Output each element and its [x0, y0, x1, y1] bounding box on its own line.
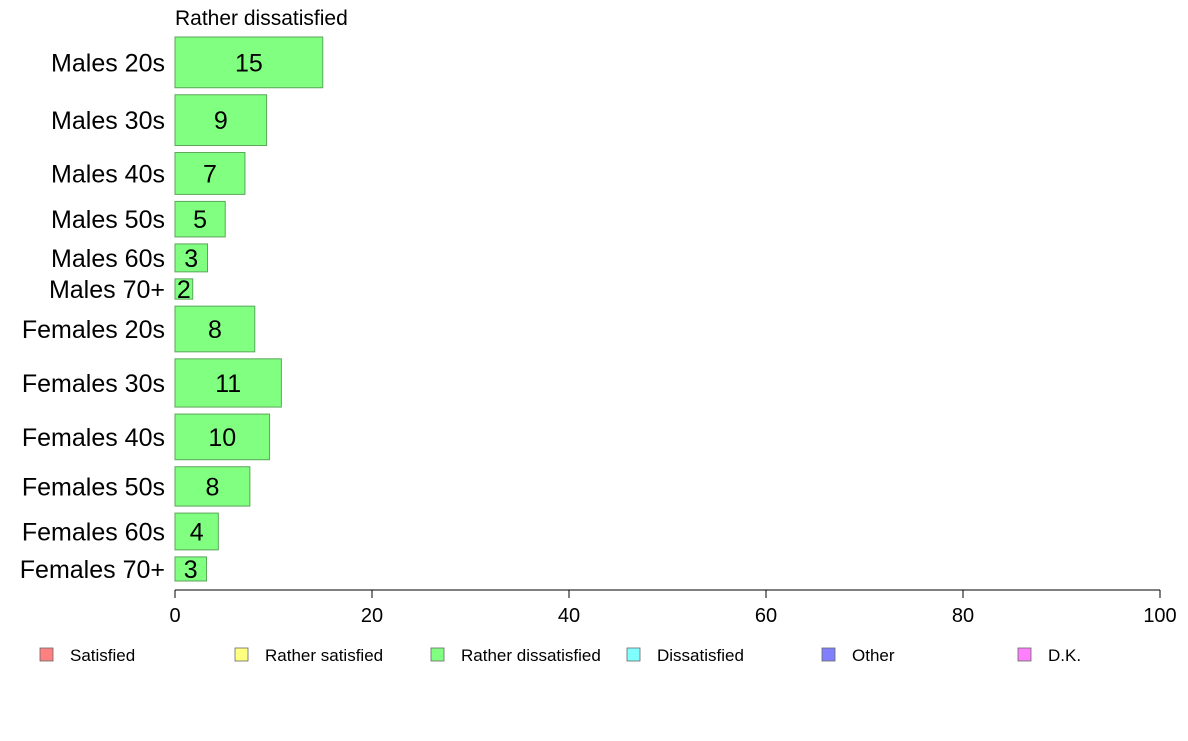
bar	[174, 305, 256, 353]
category-label: Females 70+	[20, 556, 165, 584]
data-label: 3	[184, 245, 198, 273]
x-tick-label: 60	[755, 605, 777, 627]
data-label: 5	[193, 206, 207, 234]
x-tick-label: 100	[1143, 605, 1176, 627]
data-label: 10	[208, 424, 236, 452]
x-tick-label: 20	[361, 605, 383, 627]
category-label: Males 40s	[51, 160, 165, 188]
data-label: 11	[215, 370, 241, 398]
x-axis: 0 20 40 60 80 100	[169, 589, 1177, 627]
legend-label: Rather dissatisfied	[461, 646, 601, 665]
chart-title: Rather dissatisfied	[175, 7, 348, 30]
bar	[174, 512, 219, 551]
legend-label: Satisfied	[70, 646, 135, 665]
x-tick-label: 40	[558, 605, 580, 627]
legend-swatch	[39, 647, 54, 662]
data-label: 8	[205, 473, 219, 501]
bar	[174, 413, 271, 461]
legend-label: Dissatisfied	[657, 646, 744, 665]
legend-swatch	[234, 647, 249, 662]
legend-swatch	[821, 647, 836, 662]
category-label: Females 30s	[22, 370, 165, 398]
category-label: Males 20s	[51, 49, 165, 77]
bar	[174, 36, 324, 89]
legend-label: Rather satisfied	[265, 646, 383, 665]
data-label: 4	[190, 518, 204, 546]
data-label: 15	[235, 49, 263, 77]
category-label: Females 20s	[22, 316, 165, 344]
category-label: Males 60s	[51, 245, 165, 273]
bar	[174, 466, 251, 507]
category-label: Males 30s	[51, 107, 165, 135]
bars: Males 20s 15 Males 30s 9 Males 40s 7 Males 50s…	[20, 36, 324, 584]
category-label: Females 40s	[22, 424, 165, 452]
bar	[174, 556, 208, 582]
bar	[174, 358, 282, 408]
legend-swatch	[626, 647, 641, 662]
legend-swatch	[1017, 647, 1032, 662]
bar	[174, 94, 268, 147]
legend-label: D.K.	[1048, 646, 1081, 665]
data-label: 3	[184, 556, 198, 584]
data-label: 8	[208, 316, 222, 344]
x-tick-label: 0	[169, 605, 180, 627]
x-tick-label: 80	[952, 605, 974, 627]
category-label: Males 70+	[49, 276, 165, 304]
category-label: Females 60s	[22, 518, 165, 546]
data-label: 7	[203, 160, 217, 188]
legend-swatch	[430, 647, 445, 662]
legend: Satisfied Rather satisfied Rather dissatis…	[39, 646, 1081, 665]
bar	[174, 278, 194, 300]
data-label: 2	[177, 276, 191, 304]
bar	[174, 200, 226, 238]
category-label: Males 50s	[51, 206, 165, 234]
legend-label: Other	[852, 646, 895, 665]
data-label: 9	[214, 107, 228, 135]
bar	[174, 243, 209, 273]
bar	[174, 152, 246, 195]
category-label: Females 50s	[22, 473, 165, 501]
